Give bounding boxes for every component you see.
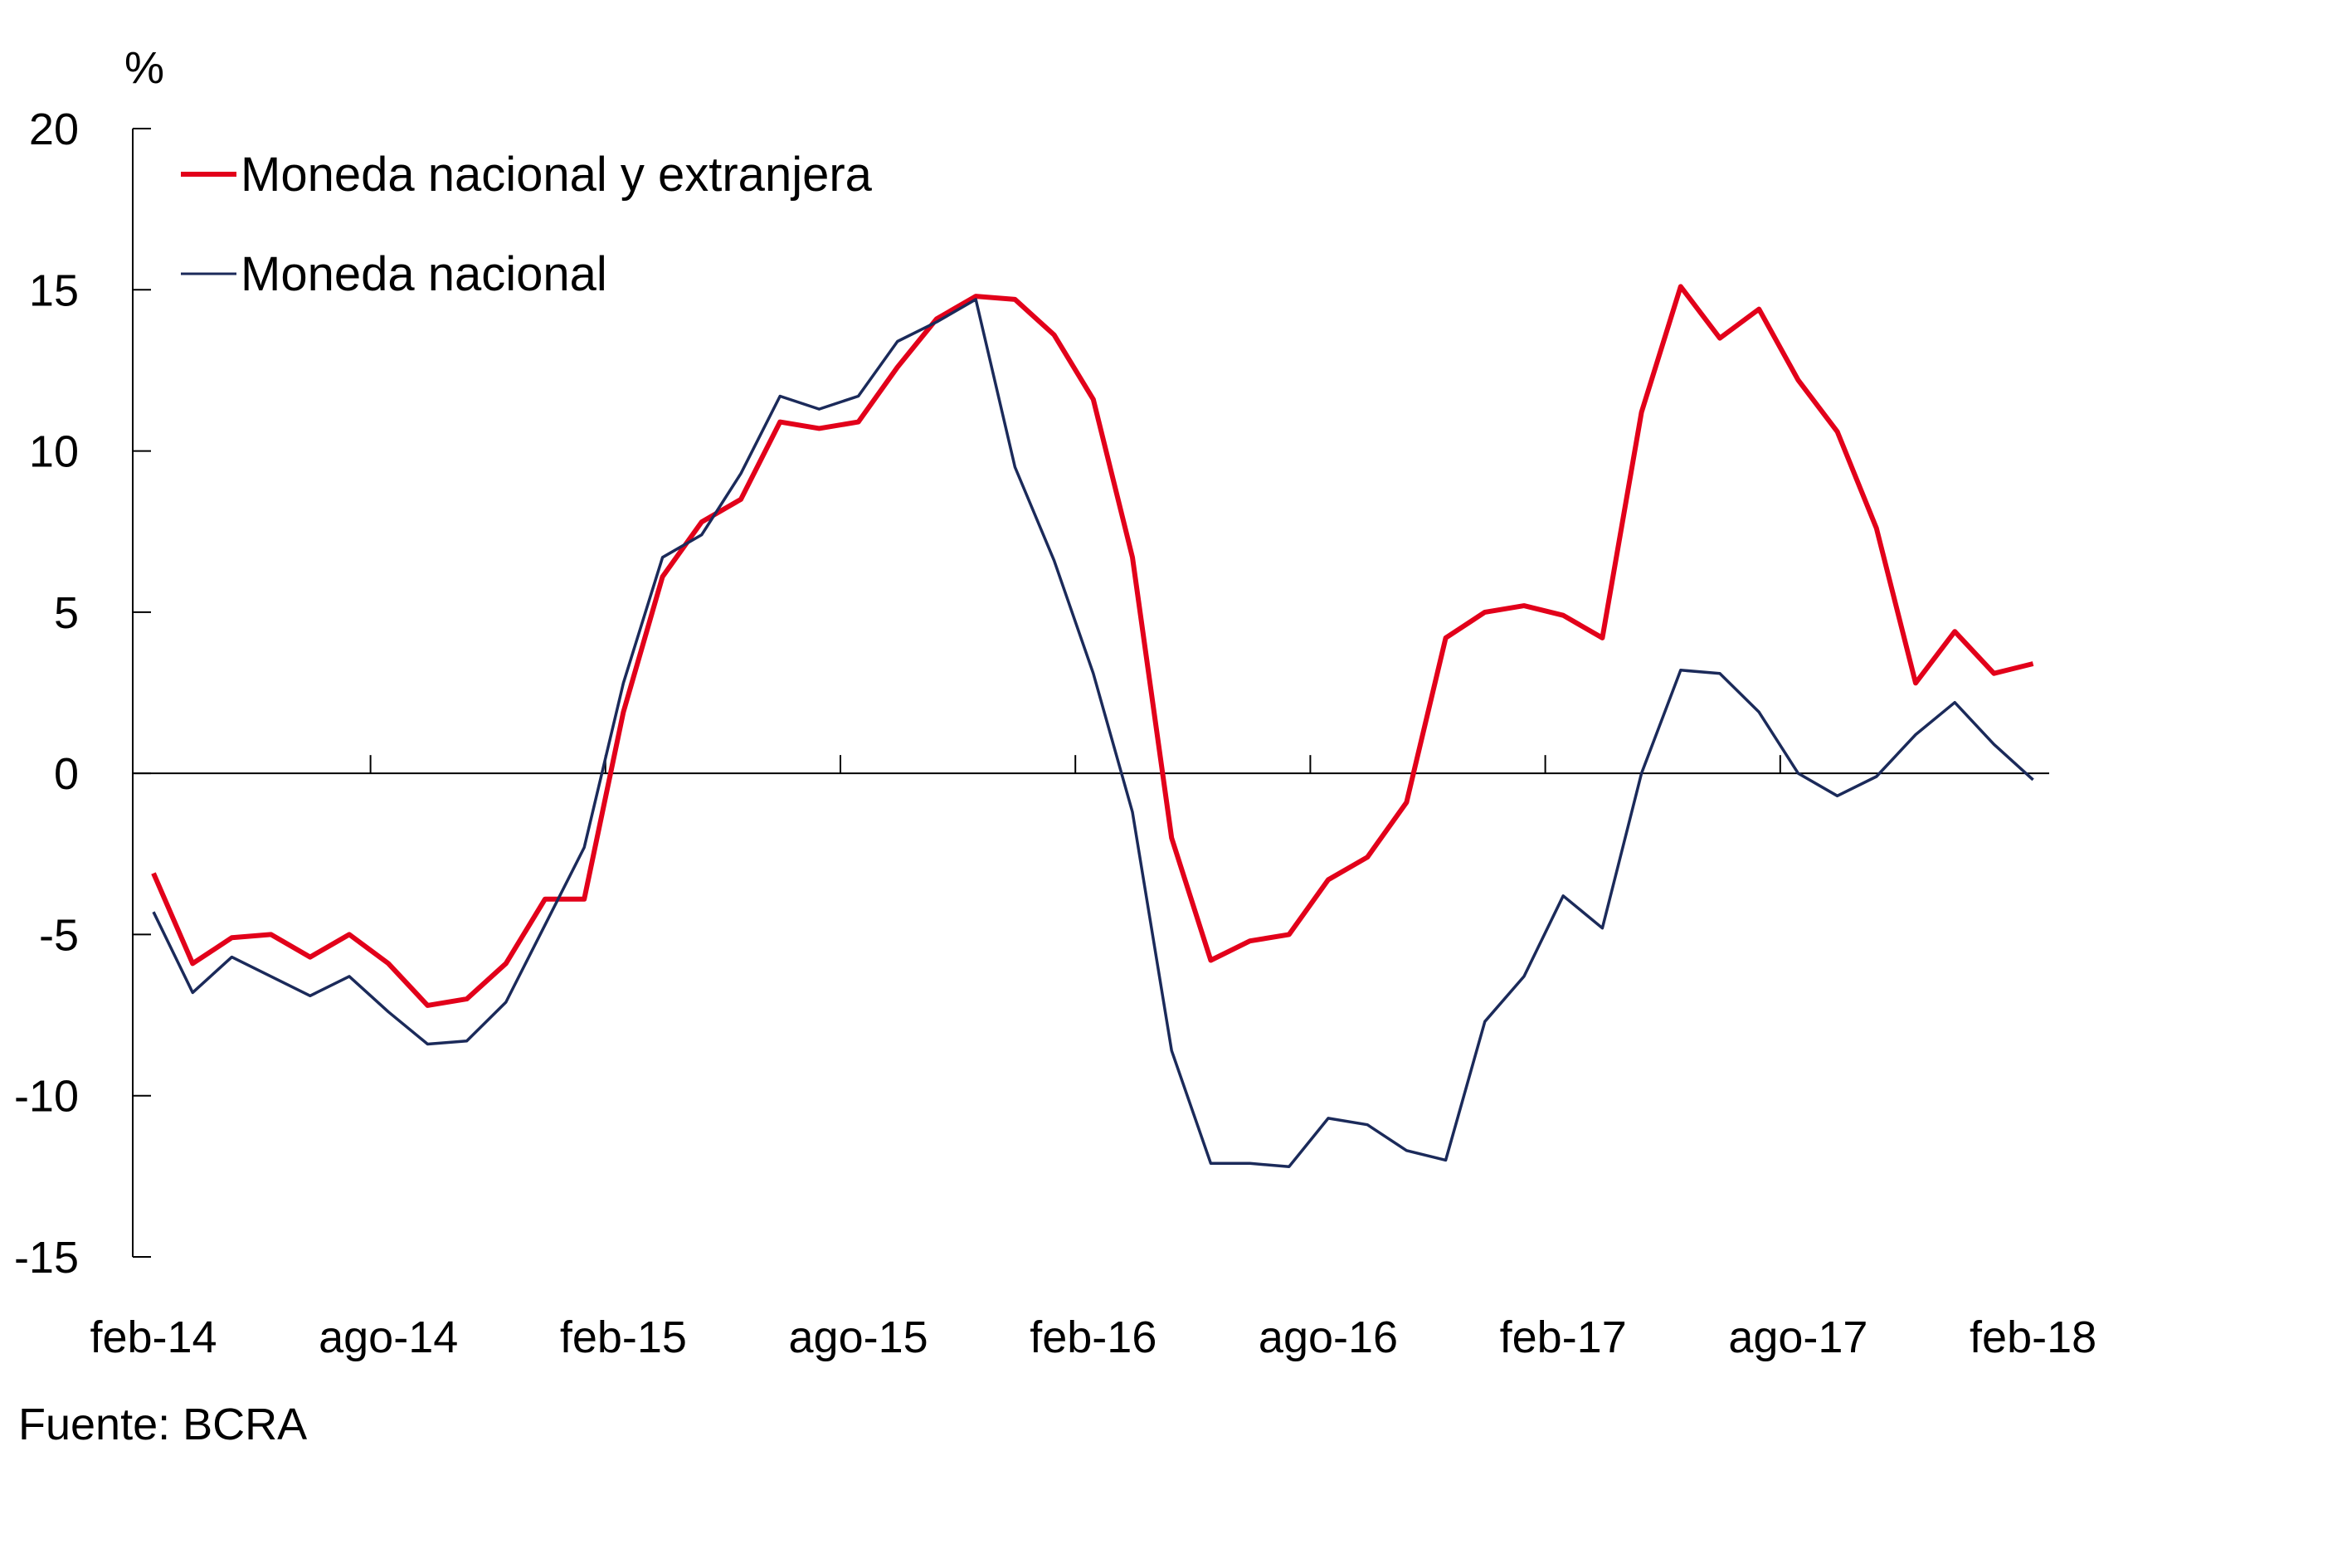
- source-note: Fuente: BCRA: [18, 1400, 307, 1449]
- series-line-national-and-foreign: [151, 284, 2034, 1008]
- x-tick-label: feb-14: [90, 1312, 217, 1362]
- legend-label-national: Moneda nacional: [241, 247, 607, 301]
- y-tick-label: 5: [54, 588, 79, 638]
- y-tick-label: 15: [29, 265, 79, 315]
- y-tick-label: -15: [14, 1233, 79, 1283]
- legend: Moneda nacional y extranjera Moneda naci…: [181, 148, 873, 301]
- y-tick-label: -10: [14, 1072, 79, 1122]
- y-axis-unit-label: %: [124, 43, 164, 93]
- y-axis-ticks: 20 15 10 5 0 -5 -10 -15: [14, 105, 151, 1283]
- x-tick-label: feb-15: [560, 1312, 687, 1362]
- x-tick-label: ago-16: [1259, 1312, 1398, 1362]
- x-tick-label: feb-18: [1970, 1312, 2096, 1362]
- series-line-national: [152, 298, 2034, 1168]
- legend-label-national-and-foreign: Moneda nacional y extranjera: [241, 148, 873, 202]
- x-tick-label: feb-16: [1030, 1312, 1157, 1362]
- y-tick-label: 20: [29, 105, 79, 154]
- y-tick-label: 10: [29, 427, 79, 477]
- axes: [132, 129, 2049, 1257]
- x-axis-ticks: feb-14 ago-14 feb-15 ago-15 feb-16 ago-16 feb-…: [90, 755, 2096, 1362]
- series-lines: [151, 284, 2034, 1168]
- x-tick-label: feb-17: [1500, 1312, 1627, 1362]
- y-tick-label: -5: [39, 910, 79, 960]
- x-tick-label: ago-15: [789, 1312, 928, 1362]
- y-tick-label: 0: [54, 749, 79, 799]
- x-tick-label: ago-17: [1728, 1312, 1867, 1362]
- x-tick-label: ago-14: [319, 1312, 458, 1362]
